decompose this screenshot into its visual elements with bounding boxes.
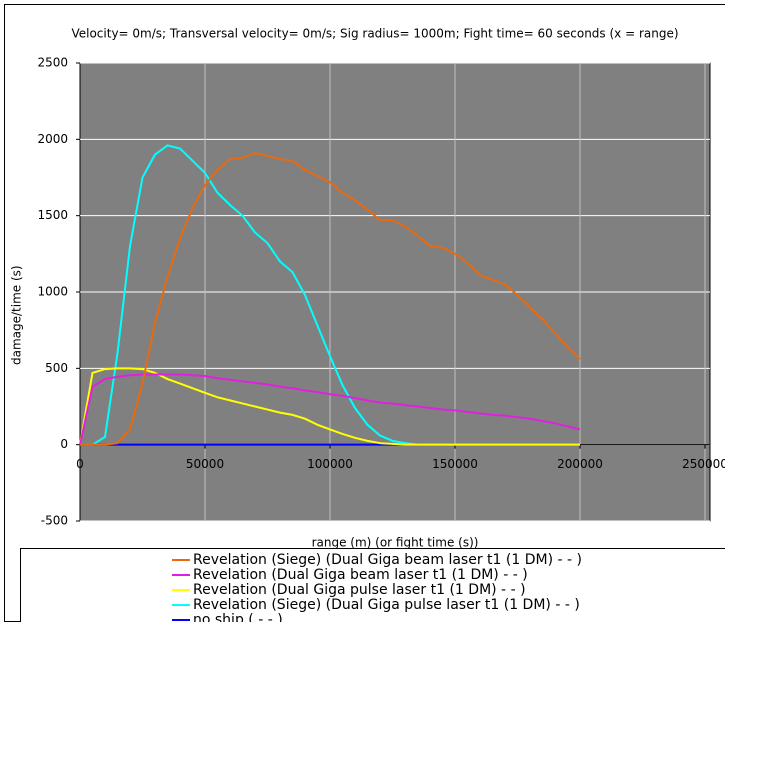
legend-label: Revelation (Dual Giga pulse laser t1 (1 …	[193, 582, 526, 598]
series-line	[79, 373, 581, 445]
y-axis-label: damage/time (s)	[10, 265, 24, 365]
legend-label: no ship ( - - )	[193, 612, 283, 628]
series-line	[79, 367, 580, 446]
x-tick-label: 50000	[186, 457, 224, 471]
legend-label: Revelation (Siege) (Dual Giga pulse lase…	[193, 597, 580, 613]
x-tick-label: 100000	[307, 457, 353, 471]
y-tick-label: 0	[60, 437, 68, 451]
y-tick-label: 1500	[37, 208, 68, 222]
x-tick-label: 250000	[682, 457, 728, 471]
x-tick-label: 150000	[432, 457, 478, 471]
legend-label: Revelation (Siege) (Dual Giga beam laser…	[193, 552, 582, 568]
y-tick-label: 2500	[37, 56, 68, 70]
x-tick-label: 0	[76, 457, 84, 471]
chart-title: Velocity= 0m/s; Transversal velocity= 0m…	[71, 27, 678, 41]
x-tick-label: 200000	[557, 457, 603, 471]
series-line	[80, 152, 581, 446]
x-axis-label: range (m) (or fight time (s))	[312, 536, 479, 550]
y-tick-label: -500	[41, 514, 68, 528]
y-tick-label: 500	[45, 361, 68, 375]
y-tick-label: 2000	[37, 132, 68, 146]
legend-box	[20, 548, 725, 622]
chart-area: Velocity= 0m/s; Transversal velocity= 0m…	[4, 4, 728, 628]
y-tick-label: 1000	[37, 285, 68, 299]
legend-label: Revelation (Dual Giga beam laser t1 (1 D…	[193, 567, 528, 583]
